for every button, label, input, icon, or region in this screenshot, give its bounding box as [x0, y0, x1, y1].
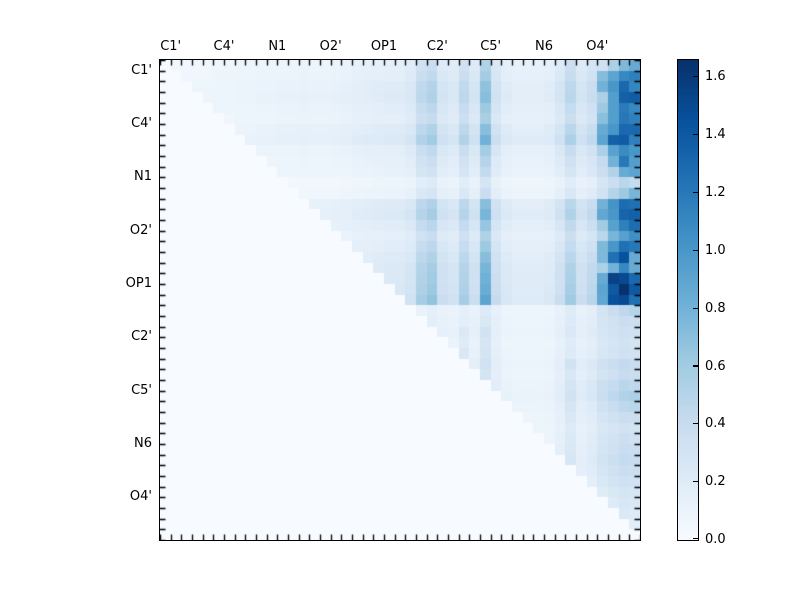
x-tick-label: C1': [160, 39, 182, 54]
colorbar-tick: [692, 191, 698, 194]
y-tick-label: N1: [134, 169, 152, 185]
y-tick-label: C4': [131, 116, 152, 131]
x-tick-label: O2': [319, 39, 342, 54]
colorbar-tick: [692, 423, 698, 425]
x-tick-label: C2': [426, 39, 448, 54]
x-tick-label: OP1: [370, 39, 398, 54]
x-tick-label: N1: [268, 39, 287, 54]
heatmap-plot: [159, 59, 640, 540]
y-tick-label: OP1: [125, 276, 152, 291]
colorbar-tick: [692, 249, 698, 251]
y-tick-label: C1': [131, 62, 152, 78]
colorbar-tick: [692, 134, 698, 136]
colorbar-gradient: [677, 59, 698, 540]
colorbar-ticks: [678, 60, 698, 540]
x-tick-label: C5': [480, 39, 502, 54]
colorbar-tick: [692, 365, 698, 367]
y-tick-label: N6: [134, 436, 152, 451]
colorbar-tick-label: 1.4: [705, 127, 726, 143]
colorbar-tick-label: 0.4: [705, 416, 726, 432]
colorbar-tick-label: 1.0: [705, 242, 726, 258]
y-tick-label: C5': [131, 382, 152, 398]
y-tick-label: O2': [129, 222, 152, 238]
colorbar-tick-label: 0.8: [705, 300, 726, 316]
colorbar-tick: [692, 538, 698, 540]
y-tick-label: C2': [131, 329, 152, 345]
colorbar-tick-label: 0.2: [705, 474, 726, 490]
x-tick-label: C4': [213, 39, 235, 54]
colorbar-tick-label: 0.0: [705, 532, 726, 547]
colorbar-tick-label: 1.2: [705, 185, 726, 200]
x-tick-label: O4': [586, 39, 609, 54]
x-tick-label: N6: [535, 39, 553, 54]
colorbar-tick: [692, 481, 698, 483]
y-tick-label: O4': [129, 489, 152, 505]
colorbar-tick-label: 1.6: [705, 69, 726, 85]
colorbar-tick: [692, 76, 698, 78]
colorbar: [676, 58, 699, 541]
colorbar-tick-label: 0.6: [705, 358, 726, 374]
axes-frame: [158, 58, 641, 541]
colorbar-tick: [692, 307, 698, 309]
